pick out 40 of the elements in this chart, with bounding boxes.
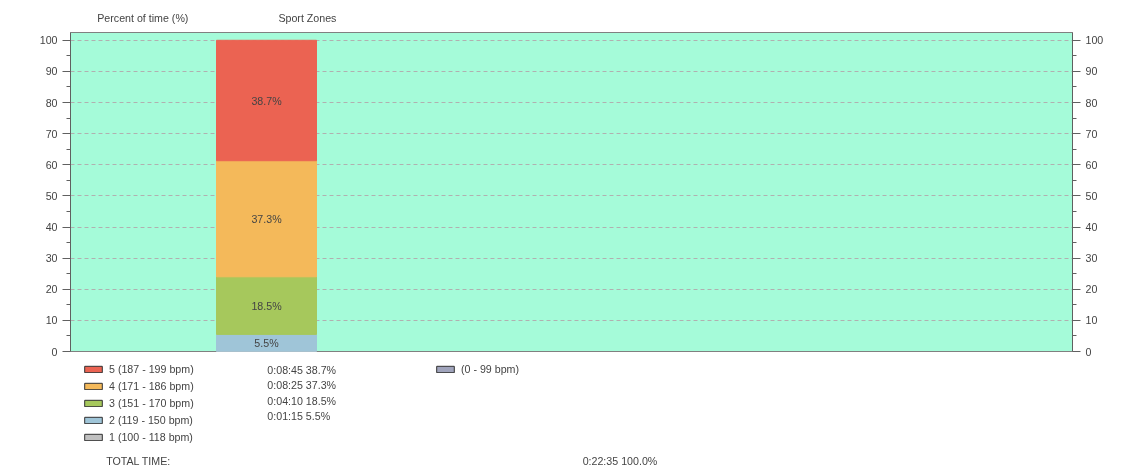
y-tick-label: 90 — [45, 65, 58, 78]
text: 0:08:45 38.7% — [267, 363, 337, 376]
y-tick-label: 70 — [45, 127, 58, 140]
data-label: 38.7% — [251, 94, 283, 107]
legend-label: 3 (151 - 170 bpm) — [109, 397, 194, 409]
y2-tick-label: 70 — [1085, 127, 1098, 140]
y2-tick-label: 50 — [1085, 189, 1098, 202]
text: 0:22:35 100.0% — [582, 454, 658, 467]
y2-tick-label: 10 — [1085, 314, 1098, 327]
legend-label: 1 (100 - 118 bpm) — [109, 431, 194, 443]
y-tick-label: 80 — [45, 96, 58, 109]
y-tick-label: 40 — [45, 221, 58, 234]
legend-label: (0 - 99 bpm) — [461, 363, 521, 375]
y-tick-label: 0 — [51, 345, 58, 358]
y2-tick-label: 80 — [1085, 96, 1098, 109]
y2-tick-label: 30 — [1085, 252, 1098, 265]
text: 0:01:15 5.5% — [267, 410, 331, 422]
y2-tick-label: 90 — [1085, 65, 1098, 78]
y-axis-title: Percent of time (%) — [97, 11, 189, 24]
y-tick-label: 50 — [45, 189, 58, 202]
legend-label: 5 (187 - 199 bpm) — [109, 363, 194, 375]
text: 0:04:10 18.5% — [267, 394, 337, 407]
y-tick-label: 10 — [45, 314, 58, 327]
y-tick-label: 100 — [39, 34, 58, 47]
text: TOTAL TIME: — [106, 454, 171, 467]
data-label: 5.5% — [254, 336, 280, 349]
y2-tick-label: 20 — [1085, 283, 1098, 296]
y2-tick-label: 0 — [1085, 345, 1092, 358]
y-tick-label: 30 — [45, 252, 58, 265]
y-tick-label: 60 — [45, 158, 58, 171]
chart-title: Sport Zones — [278, 11, 337, 24]
legend-label: 4 (171 - 186 bpm) — [109, 380, 194, 392]
legend-label: 2 (119 - 150 bpm) — [109, 414, 193, 426]
text: 0:08:25 37.3% — [267, 379, 337, 391]
data-label: 18.5% — [251, 299, 283, 312]
data-label: 37.3% — [251, 212, 283, 225]
y2-tick-label: 40 — [1085, 221, 1098, 234]
y2-tick-label: 60 — [1085, 158, 1098, 171]
y2-tick-label: 100 — [1085, 34, 1104, 47]
y-tick-label: 20 — [45, 283, 58, 296]
